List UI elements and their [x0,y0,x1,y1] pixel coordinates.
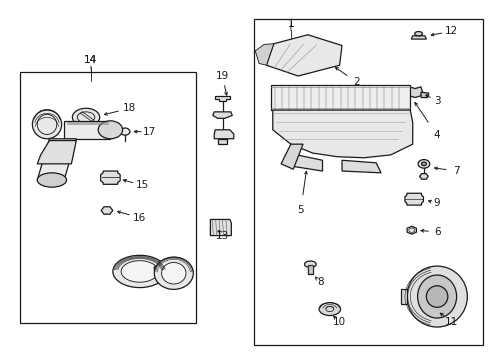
Polygon shape [281,144,303,169]
Text: 8: 8 [316,277,323,287]
Polygon shape [266,35,341,76]
Ellipse shape [154,257,193,289]
Polygon shape [404,193,423,205]
Polygon shape [215,96,229,101]
Ellipse shape [120,128,130,135]
Ellipse shape [417,159,429,168]
Polygon shape [154,267,159,270]
Polygon shape [288,153,322,171]
Text: 12: 12 [444,26,457,36]
Polygon shape [307,265,312,274]
Polygon shape [212,112,232,118]
Text: 1: 1 [287,19,294,29]
Polygon shape [408,87,422,98]
Text: 14: 14 [84,55,97,65]
Polygon shape [255,44,273,65]
Polygon shape [37,140,76,164]
Polygon shape [37,139,76,180]
Text: 18: 18 [123,103,136,113]
Polygon shape [214,130,233,139]
Text: 9: 9 [433,198,440,208]
Ellipse shape [426,286,447,307]
Text: 15: 15 [135,180,148,190]
Text: 7: 7 [452,166,459,176]
Text: 3: 3 [433,96,440,106]
Polygon shape [217,139,227,144]
Text: 2: 2 [353,77,359,87]
Polygon shape [64,121,110,139]
Text: 16: 16 [133,213,146,222]
Ellipse shape [98,121,122,139]
Polygon shape [410,36,426,39]
Ellipse shape [421,162,426,166]
Text: 5: 5 [297,206,303,216]
Ellipse shape [113,255,166,288]
Polygon shape [420,92,428,98]
Polygon shape [101,207,113,214]
Text: 14: 14 [84,55,97,65]
Polygon shape [400,289,406,304]
Polygon shape [341,160,380,173]
Ellipse shape [161,262,185,284]
Ellipse shape [37,173,66,187]
Ellipse shape [304,261,316,267]
Text: 17: 17 [142,127,156,136]
Text: 13: 13 [216,231,229,240]
Polygon shape [210,220,231,235]
Ellipse shape [319,303,340,316]
Polygon shape [419,174,427,179]
Polygon shape [101,171,120,184]
Text: 1: 1 [287,19,294,29]
Ellipse shape [406,266,467,327]
Polygon shape [407,226,416,234]
Ellipse shape [121,261,158,282]
Text: 11: 11 [444,317,457,327]
Ellipse shape [417,275,456,318]
Text: 4: 4 [433,130,440,140]
Text: 10: 10 [332,317,346,327]
Ellipse shape [414,32,422,36]
Polygon shape [272,110,412,158]
Ellipse shape [32,110,61,139]
Text: 6: 6 [433,227,440,237]
Polygon shape [271,85,409,110]
Text: 19: 19 [216,71,229,81]
Ellipse shape [72,108,100,126]
